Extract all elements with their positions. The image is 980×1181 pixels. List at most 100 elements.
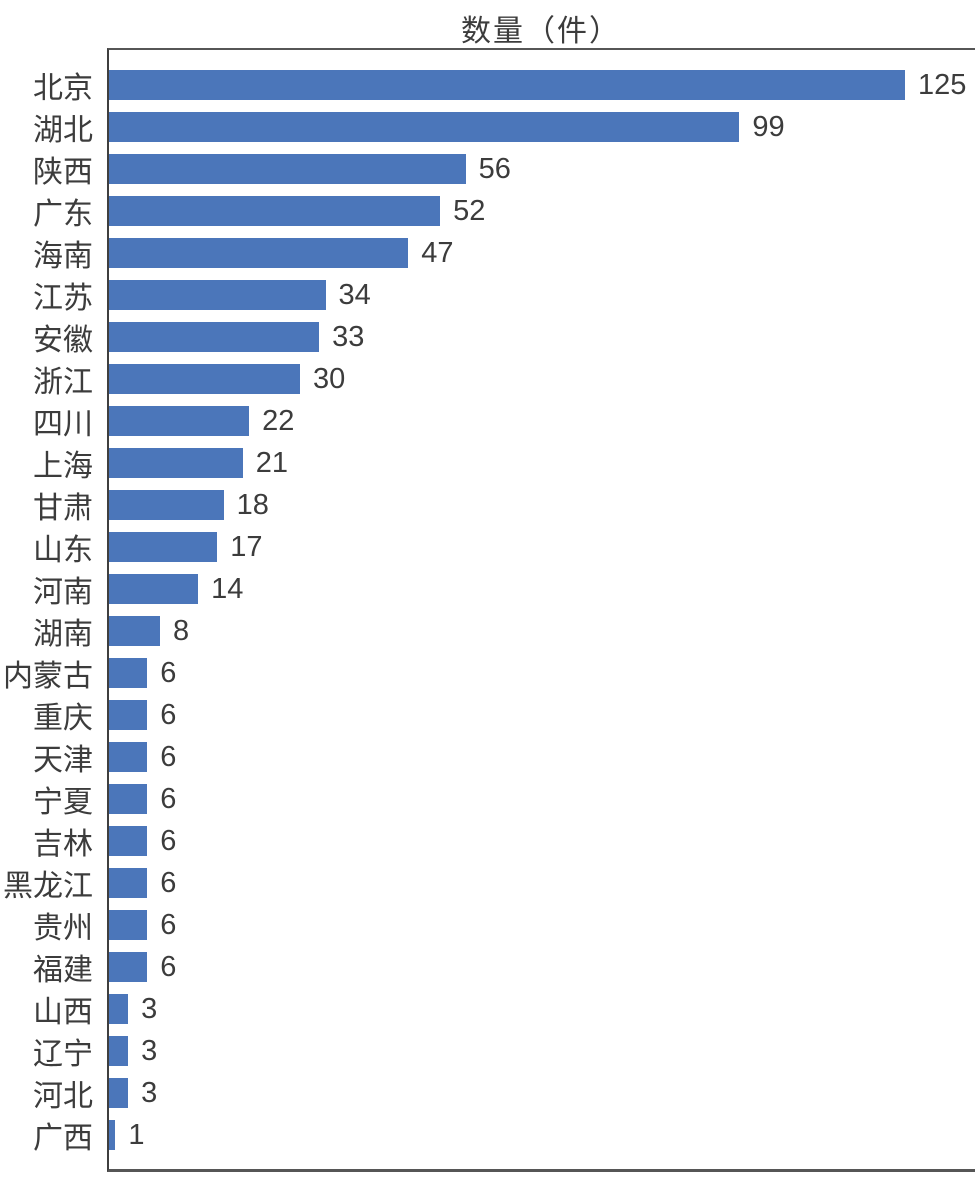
bar [109, 826, 148, 856]
category-label: 辽宁 [33, 1038, 93, 1071]
category-label: 吉林 [33, 828, 93, 861]
category-label: 内蒙古 [3, 660, 93, 693]
value-label: 21 [255, 446, 288, 479]
category-label: 甘肃 [33, 492, 93, 525]
plot-area: 125 99 56 52 47 34 33 30 22 21 18 17 14 … [107, 48, 975, 1172]
category-label: 陕西 [33, 156, 93, 189]
category-label: 山东 [33, 534, 93, 567]
bar-rows: 125 99 56 52 47 34 33 30 22 21 18 17 14 … [109, 50, 975, 1156]
bar [109, 112, 740, 142]
bar-row: 8 [109, 610, 975, 652]
bar [109, 742, 148, 772]
value-label: 17 [230, 530, 263, 563]
bar [109, 490, 224, 520]
bar [109, 196, 441, 226]
bar-row: 33 [109, 316, 975, 358]
category-label: 河南 [33, 576, 93, 609]
category-label: 河北 [33, 1080, 93, 1113]
value-label: 3 [141, 1076, 158, 1109]
bar [109, 1120, 116, 1150]
value-label: 33 [332, 320, 365, 353]
chart-area: 北京 湖北 陕西 广东 海南 江苏 安徽 浙江 四川 上海 甘肃 山东 河南 湖南 内蒙古 重庆 天津 宁夏 吉林黑… [0, 48, 980, 1172]
bar-row: 3 [109, 1030, 975, 1072]
category-label: 四川 [33, 408, 93, 441]
bar [109, 322, 320, 352]
value-label: 1 [128, 1118, 145, 1151]
bar-row: 6 [109, 778, 975, 820]
bar-row: 6 [109, 946, 975, 988]
bar-row: 17 [109, 526, 975, 568]
value-label: 6 [160, 950, 177, 983]
bar-row: 6 [109, 904, 975, 946]
bar [109, 532, 218, 562]
bar-row: 6 [109, 694, 975, 736]
bar-row: 6 [109, 652, 975, 694]
value-label: 6 [160, 866, 177, 899]
value-label: 99 [752, 110, 785, 143]
bar-row: 18 [109, 484, 975, 526]
bar-row: 56 [109, 148, 975, 190]
bar-row: 6 [109, 736, 975, 778]
value-label: 6 [160, 824, 177, 857]
category-label: 海南 [33, 240, 93, 273]
value-label: 56 [478, 152, 511, 185]
bar [109, 574, 199, 604]
category-label: 湖南 [33, 618, 93, 651]
bar [109, 700, 148, 730]
chart-title: 数量（件） [461, 15, 621, 48]
bar [109, 952, 148, 982]
category-label: 上海 [33, 450, 93, 483]
category-label: 浙江 [33, 366, 93, 399]
bar [109, 448, 243, 478]
value-label: 6 [160, 908, 177, 941]
category-label: 贵州 [33, 912, 93, 945]
value-label: 18 [236, 488, 269, 521]
value-label: 6 [160, 740, 177, 773]
bar-row: 99 [109, 106, 975, 148]
value-label: 6 [160, 698, 177, 731]
bar [109, 868, 148, 898]
value-label: 30 [313, 362, 346, 395]
value-label: 3 [141, 992, 158, 1025]
bar-row: 47 [109, 232, 975, 274]
category-label: 湖北 [33, 114, 93, 147]
value-label: 34 [338, 278, 371, 311]
category-label: 福建 [33, 954, 93, 987]
value-label: 6 [160, 782, 177, 815]
bar [109, 1078, 129, 1108]
category-label: 天津 [33, 744, 93, 777]
bar [109, 658, 148, 688]
bar-row: 30 [109, 358, 975, 400]
category-label: 广西 [33, 1122, 93, 1155]
bar [109, 910, 148, 940]
bar [109, 70, 905, 100]
bar [109, 406, 250, 436]
category-label: 广东 [33, 198, 93, 231]
category-label: 江苏 [33, 282, 93, 315]
value-label: 8 [172, 614, 190, 647]
bar [109, 364, 301, 394]
bar [109, 1036, 129, 1066]
bar-row: 52 [109, 190, 975, 232]
category-label: 安徽 [33, 324, 93, 357]
bar [109, 616, 160, 646]
value-label: 22 [262, 404, 295, 437]
bar [109, 154, 466, 184]
bar [109, 280, 326, 310]
category-label: 北京 [33, 72, 93, 105]
category-label: 山西 [33, 996, 93, 1029]
value-label: 52 [453, 194, 486, 227]
bar-row: 34 [109, 274, 975, 316]
bar-row: 3 [109, 988, 975, 1030]
value-label: 6 [160, 656, 177, 689]
bar-row: 14 [109, 568, 975, 610]
y-axis-labels: 北京 湖北 陕西 广东 海南 江苏 安徽 浙江 四川 上海 甘肃 山东 河南 湖南 内蒙古 重庆 天津 宁夏 吉林黑… [0, 64, 100, 1156]
bar-row: 125 [109, 64, 975, 106]
bar-row: 22 [109, 400, 975, 442]
value-label: 14 [211, 572, 244, 605]
bar [109, 784, 148, 814]
category-label: 宁夏 [33, 786, 93, 819]
bar [109, 238, 409, 268]
value-label: 3 [141, 1034, 158, 1067]
